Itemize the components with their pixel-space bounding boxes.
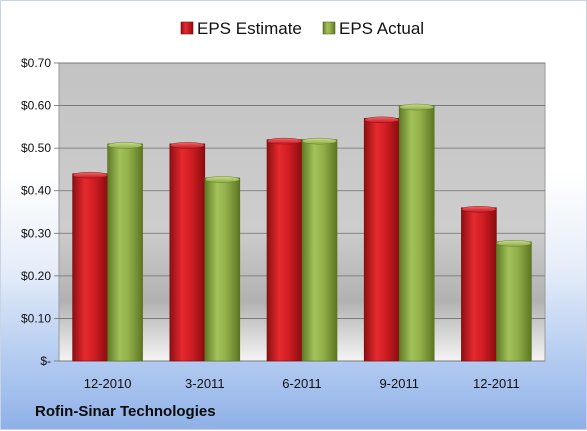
bar-estimate-cap — [72, 171, 108, 179]
y-tick-label: $0.10 — [21, 311, 51, 325]
bar-actual-cap — [399, 103, 435, 111]
y-tick-label: $0.70 — [21, 56, 51, 70]
bar-estimate — [461, 207, 497, 362]
bar-estimate-cap — [267, 137, 302, 145]
bar-actual-cap — [302, 137, 337, 145]
bar-actual-cap — [107, 142, 143, 149]
legend-swatch-estimate — [180, 21, 194, 35]
x-tick-label: 9-2011 — [379, 376, 419, 391]
bar-estimate-cap — [364, 116, 400, 124]
bars — [72, 103, 532, 362]
bar-actual-cap — [496, 240, 532, 247]
x-tick-label: 6-2011 — [282, 376, 322, 391]
x-tick-label: 3-2011 — [185, 376, 225, 391]
bar-actual — [107, 143, 143, 362]
x-tick-label: 12-2011 — [473, 376, 520, 391]
bar-estimate — [266, 139, 303, 362]
legend: EPS Estimate EPS Actual — [180, 19, 424, 38]
bar-actual-cap — [204, 176, 240, 183]
legend-label-estimate: EPS Estimate — [197, 19, 302, 38]
bar-actual — [398, 105, 435, 362]
legend-swatch-actual — [322, 21, 336, 35]
y-tick-label: $0.20 — [21, 269, 51, 283]
x-tick-label: 12-2010 — [84, 376, 132, 391]
bar-actual — [301, 139, 338, 362]
bar-actual — [204, 177, 241, 362]
x-axis-ticks: 12-2010 3-2011 6-2011 9-2011 12-2011 — [84, 376, 520, 391]
y-tick-label: $0.60 — [21, 99, 51, 113]
y-tick-label: $0.50 — [21, 141, 51, 155]
company-name: Rofin-Sinar Technologies — [35, 403, 216, 420]
legend-label-actual: EPS Actual — [339, 19, 424, 38]
y-tick-label: $0.40 — [21, 184, 51, 198]
bar-estimate — [363, 118, 400, 362]
bar-actual — [496, 241, 532, 362]
y-axis-ticks: $- $0.10 $0.20 $0.30 $0.40 $0.50 $0.60 $0.70 — [21, 56, 59, 368]
y-tick-label: $0.30 — [21, 226, 51, 240]
y-tick-label: $- — [40, 354, 51, 368]
bar-estimate-cap — [169, 142, 205, 149]
bar-estimate — [72, 173, 108, 362]
bar-estimate-cap — [461, 206, 497, 213]
bar-estimate — [169, 143, 206, 362]
